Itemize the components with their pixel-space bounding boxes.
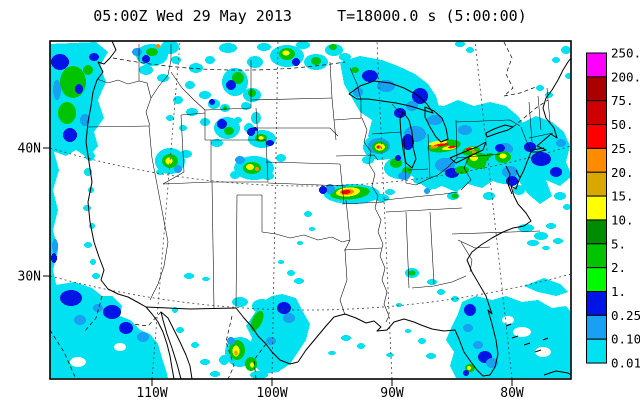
colorbar-swatch	[586, 171, 607, 197]
latlon-grid	[50, 41, 571, 379]
precip-layer	[50, 41, 571, 379]
x-tick-label: 100W	[256, 386, 287, 400]
colorbar-label: 250.	[611, 46, 640, 61]
colorbar-swatch	[586, 338, 607, 364]
colorbar-label: 75.	[611, 93, 634, 108]
y-tick-label: 30N	[18, 270, 41, 285]
colorbar-swatch	[586, 52, 607, 78]
colorbar-label: 20.	[611, 165, 634, 180]
colorbar-label: 25.	[611, 141, 634, 156]
colorbar-swatch	[586, 76, 607, 102]
colorbar-label: 0.10	[611, 332, 640, 347]
x-tick-label: 80W	[500, 386, 524, 400]
y-tick-label: 40N	[18, 142, 41, 157]
colorbar-label: 50.	[611, 117, 634, 132]
colorbar-label: 15.	[611, 189, 634, 204]
plot-title: 05:00Z Wed 29 May 2013 T=18000.0 s (5:00…	[93, 7, 527, 25]
plot-frame	[49, 40, 572, 380]
colorbar-swatch	[586, 195, 607, 221]
colorbar-swatch	[586, 100, 607, 126]
colorbar: 250. 200. 75. 50. 25. 20. 15. 10. 5. 2. 1. 0.25 0.10…	[586, 46, 640, 371]
colorbar-label: 1.	[611, 284, 626, 299]
colorbar-swatch	[586, 219, 607, 245]
colorbar-swatch	[586, 314, 607, 340]
colorbar-swatch	[586, 291, 607, 316]
x-tick-label: 90W	[380, 386, 404, 400]
colorbar-swatch	[586, 243, 607, 269]
coastlines	[85, 41, 571, 379]
colorbar-label: 0.01	[611, 356, 640, 371]
x-tick-label: 110W	[136, 386, 167, 400]
colorbar-label: 2.	[611, 260, 626, 275]
colorbar-swatch	[586, 147, 607, 173]
colorbar-label: 5.	[611, 236, 626, 251]
state-borders	[86, 44, 554, 323]
colorbar-swatch	[586, 267, 607, 292]
colorbar-label: 200.	[611, 69, 640, 84]
colorbar-label: 10.	[611, 212, 634, 227]
colorbar-label: 0.25	[611, 308, 640, 323]
colorbar-swatch	[586, 124, 607, 149]
